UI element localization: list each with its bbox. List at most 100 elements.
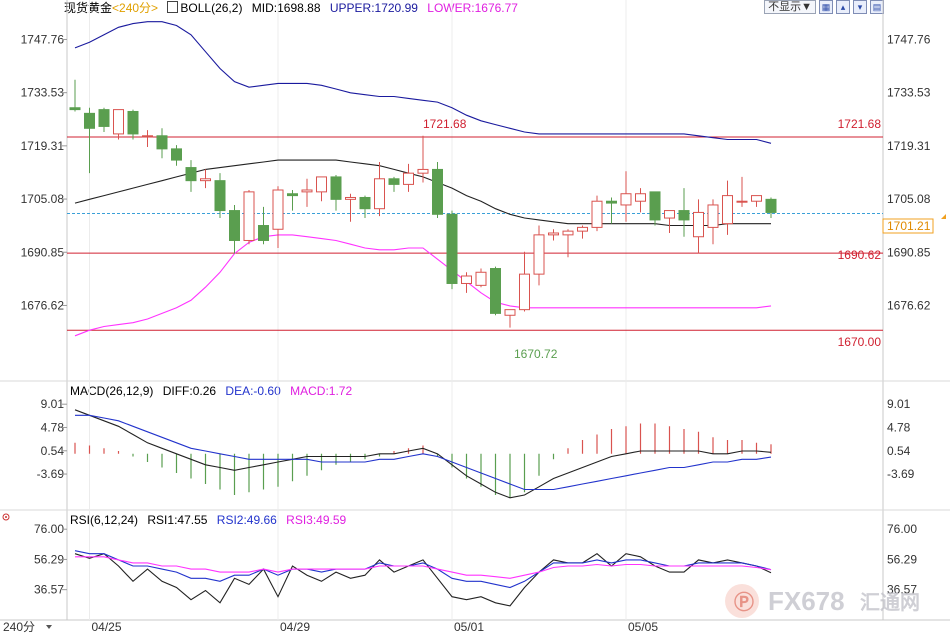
- macd-panel-header: MACD(26,12,9) DIFF:0.26 DEA:-0.60 MACD:1…: [70, 384, 358, 398]
- fx678-watermark-logo: Ⓟ FX678 汇通网: [725, 584, 920, 618]
- candle: [533, 225, 545, 286]
- boll-icon: [167, 1, 179, 13]
- boll-upper-value: UPPER:1720.99: [329, 1, 418, 15]
- candle-body: [243, 191, 255, 241]
- zoom-out-icon[interactable]: ▾: [853, 0, 867, 14]
- macd-diff-value: DIFF:0.26: [162, 384, 217, 398]
- candle: [374, 161, 385, 217]
- candle-body: [156, 135, 168, 150]
- price-tick-left: 1676.62: [21, 298, 65, 312]
- macd-macd-value: MACD:1.72: [290, 384, 353, 398]
- candle: [243, 190, 255, 245]
- candle-body: [475, 271, 487, 286]
- candle: [229, 204, 240, 254]
- period-selector[interactable]: 240分: [3, 620, 35, 634]
- display-toggle-button[interactable]: 不显示▼: [764, 0, 816, 14]
- candle: [258, 206, 269, 245]
- candle: [461, 272, 472, 293]
- price-tick-left: 1719.31: [21, 139, 65, 153]
- watermark-text: FX678: [768, 586, 845, 616]
- candle-body: [359, 196, 371, 210]
- rsi-panel-header: RSI(6,12,24) RSI1:47.55 RSI2:49.66 RSI3:…: [70, 513, 352, 527]
- price-tick-left: 1705.08: [21, 192, 65, 206]
- candle: [200, 169, 211, 189]
- candle-body: [200, 178, 211, 182]
- candle-body: [562, 230, 574, 236]
- macd-tick-left: 9.01: [41, 397, 65, 411]
- candle: [736, 176, 748, 207]
- price-tick-left: 1747.76: [21, 32, 65, 46]
- sun-icon[interactable]: [2, 513, 10, 521]
- candle: [98, 107, 110, 133]
- rsi-tick-left: 56.29: [34, 552, 64, 566]
- boll-lower-line: [74, 234, 772, 337]
- candle: [620, 171, 632, 222]
- grid-icon[interactable]: ▦: [819, 0, 833, 14]
- candle-body: [432, 168, 443, 215]
- rsi1-value: RSI1:47.55: [147, 513, 208, 527]
- candle: [504, 309, 516, 328]
- candle: [214, 173, 226, 219]
- candle-body: [403, 172, 414, 185]
- candle: [127, 109, 139, 140]
- candle-body: [678, 210, 690, 221]
- main-plot: [67, 21, 883, 337]
- candle-body: [490, 268, 501, 314]
- candle: [722, 180, 733, 235]
- candle: [635, 188, 646, 213]
- candle: [577, 225, 588, 239]
- candle: [156, 128, 168, 159]
- candle-body: [301, 189, 313, 193]
- boll-indicator-name: BOLL(26,2): [180, 1, 243, 15]
- rsi-plot: [74, 550, 772, 607]
- candle-body: [591, 200, 603, 228]
- macd-tick-right: 4.78: [887, 420, 911, 434]
- price-tick-right: 1747.76: [887, 32, 931, 46]
- candle-body: [461, 275, 472, 284]
- candle-body: [330, 176, 342, 200]
- macd-plot: [74, 409, 772, 499]
- date-tick-label: 05/05: [628, 620, 658, 634]
- date-tick-label: 04/25: [91, 620, 121, 634]
- chevron-down-icon[interactable]: [46, 625, 52, 629]
- candle: [446, 210, 458, 290]
- grid-layer: [89, 0, 627, 620]
- candle-body: [374, 178, 385, 210]
- price-tick-right: 1733.53: [887, 86, 931, 100]
- candle-body: [533, 234, 545, 275]
- price-tick-right: 1719.31: [887, 139, 931, 153]
- candle: [185, 160, 197, 192]
- zoom-in-icon[interactable]: ▴: [836, 0, 850, 14]
- candle-body: [69, 107, 81, 111]
- candle: [519, 251, 530, 312]
- macd-tick-right: -3.69: [887, 467, 915, 481]
- svg-text:Ⓟ: Ⓟ: [734, 591, 754, 614]
- candle: [316, 176, 327, 202]
- macd-dea-value: DEA:-0.60: [225, 384, 281, 398]
- candle-body: [519, 273, 530, 311]
- macd-tick-right: 0.54: [887, 444, 911, 458]
- watermark-subtext: 汇通网: [860, 591, 920, 614]
- candle: [562, 229, 574, 258]
- candle: [649, 191, 661, 226]
- candle-body: [345, 196, 356, 200]
- candle: [388, 176, 400, 192]
- current-price-label: 1701.21: [887, 219, 931, 233]
- candle-body: [84, 112, 95, 129]
- date-tick-label: 05/01: [454, 620, 484, 634]
- candle: [171, 145, 182, 166]
- candle: [490, 266, 501, 316]
- candle-body: [287, 193, 298, 197]
- candle-body: [606, 200, 617, 204]
- candle: [330, 175, 342, 211]
- rsi2-value: RSI2:49.66: [216, 513, 277, 527]
- boll-lower-value: LOWER:1676.77: [427, 1, 518, 15]
- candle: [678, 188, 690, 237]
- main-panel-header: 现货黄金<240分> BOLL(26,2) MID:1698.88 UPPER:…: [64, 0, 524, 16]
- candle-body: [98, 109, 110, 127]
- candle: [69, 79, 81, 112]
- candle-body: [693, 211, 704, 238]
- candle-body: [388, 178, 400, 185]
